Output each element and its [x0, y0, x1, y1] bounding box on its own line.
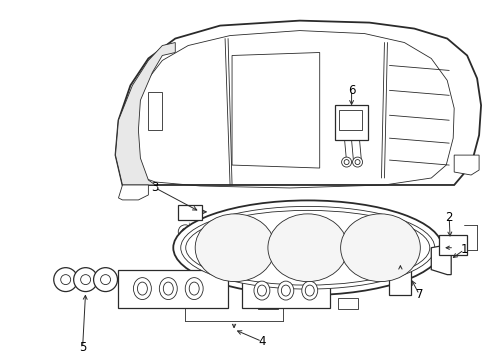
- Text: 2: 2: [445, 211, 452, 224]
- Circle shape: [178, 225, 192, 239]
- Ellipse shape: [281, 285, 290, 296]
- Ellipse shape: [195, 214, 274, 282]
- Polygon shape: [430, 245, 450, 275]
- Circle shape: [394, 256, 406, 268]
- Text: 4: 4: [258, 335, 265, 348]
- Polygon shape: [115, 42, 175, 185]
- Text: 1: 1: [460, 243, 467, 256]
- Polygon shape: [148, 92, 162, 130]
- Ellipse shape: [305, 285, 314, 296]
- Ellipse shape: [133, 278, 151, 300]
- Ellipse shape: [301, 281, 317, 300]
- Text: 3: 3: [151, 181, 159, 194]
- Circle shape: [54, 268, 78, 292]
- Polygon shape: [242, 275, 329, 307]
- Polygon shape: [338, 110, 361, 130]
- Ellipse shape: [173, 201, 441, 295]
- Ellipse shape: [277, 281, 293, 300]
- Polygon shape: [118, 185, 148, 200]
- Circle shape: [81, 275, 90, 285]
- Text: 6: 6: [347, 84, 355, 97]
- Polygon shape: [388, 268, 410, 294]
- Ellipse shape: [257, 285, 266, 296]
- Circle shape: [192, 228, 199, 235]
- Ellipse shape: [181, 206, 434, 289]
- Ellipse shape: [189, 282, 199, 295]
- Ellipse shape: [159, 278, 177, 300]
- Circle shape: [341, 157, 351, 167]
- Ellipse shape: [163, 282, 173, 295]
- Circle shape: [61, 275, 71, 285]
- Text: 5: 5: [79, 341, 86, 354]
- Circle shape: [354, 159, 359, 165]
- Ellipse shape: [253, 281, 269, 300]
- Ellipse shape: [185, 278, 203, 300]
- Circle shape: [182, 228, 188, 235]
- Polygon shape: [334, 105, 367, 140]
- Polygon shape: [258, 298, 277, 310]
- Ellipse shape: [137, 282, 147, 295]
- Circle shape: [397, 259, 403, 265]
- Circle shape: [93, 268, 117, 292]
- Circle shape: [344, 159, 348, 165]
- Polygon shape: [453, 155, 478, 175]
- Circle shape: [189, 225, 203, 239]
- Ellipse shape: [185, 210, 429, 285]
- Polygon shape: [118, 270, 227, 307]
- Circle shape: [352, 157, 362, 167]
- Ellipse shape: [340, 214, 420, 282]
- Ellipse shape: [267, 214, 347, 282]
- Circle shape: [74, 268, 98, 292]
- Polygon shape: [115, 21, 480, 185]
- Polygon shape: [337, 298, 357, 310]
- Circle shape: [101, 275, 110, 285]
- Polygon shape: [178, 205, 202, 220]
- Polygon shape: [438, 235, 466, 255]
- Text: 7: 7: [415, 288, 422, 301]
- Polygon shape: [232, 53, 319, 168]
